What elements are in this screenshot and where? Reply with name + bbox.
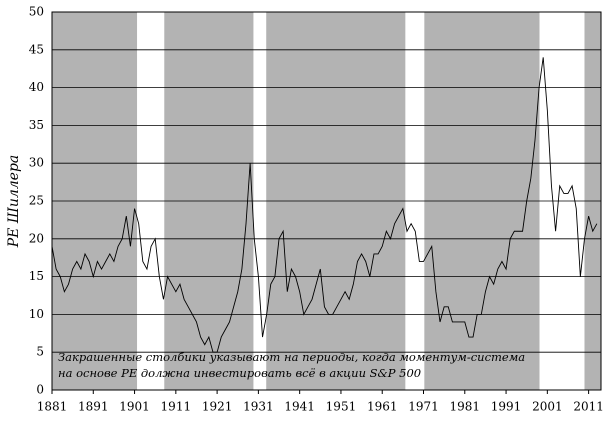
x-tick-label: 1891	[78, 400, 109, 414]
x-tick-label: 1991	[491, 400, 522, 414]
y-tick-label: 50	[29, 5, 44, 19]
x-tick-label: 1971	[408, 400, 439, 414]
x-tick-label: 1881	[37, 400, 68, 414]
x-tick-label: 1981	[450, 400, 481, 414]
y-tick-label: 45	[29, 42, 44, 56]
y-tick-label: 20	[29, 231, 44, 245]
y-tick-label: 40	[29, 80, 44, 94]
y-tick-label: 0	[36, 383, 44, 397]
y-tick-label: 10	[29, 307, 44, 321]
x-tick-label: 1951	[326, 400, 357, 414]
x-tick-label: 2001	[532, 400, 563, 414]
x-tick-label: 1901	[119, 400, 150, 414]
x-tick-label: 2011	[573, 400, 604, 414]
annotation: Закрашенные столбики указывают на период…	[58, 350, 525, 364]
y-tick-label: 5	[36, 345, 44, 359]
y-tick-label: 25	[29, 194, 44, 208]
x-tick-label: 1941	[284, 400, 315, 414]
x-tick-label: 1921	[202, 400, 233, 414]
y-tick-label: 35	[29, 118, 44, 132]
pe-line	[51, 57, 598, 353]
x-tick-label: 1931	[243, 400, 274, 414]
y-tick-label: 30	[29, 156, 44, 170]
x-tick-label: 1911	[161, 400, 192, 414]
x-tick-label: 1961	[367, 400, 398, 414]
y-axis-label: PE Шиллера	[6, 155, 22, 249]
annotation: на основе PE должна инвестировать всё в …	[58, 366, 421, 380]
y-tick-label: 15	[29, 269, 44, 283]
plot-frame	[51, 11, 602, 391]
